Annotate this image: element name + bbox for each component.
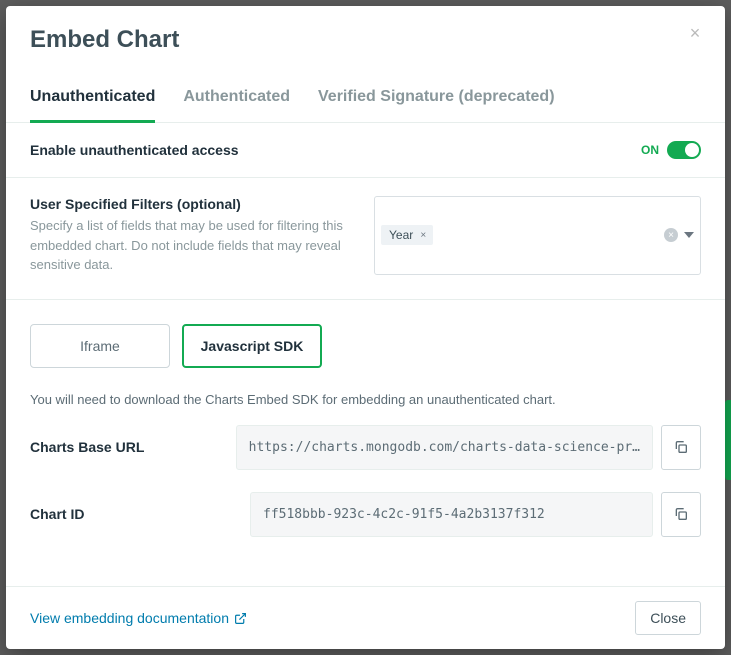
- base-url-value-wrap: https://charts.mongodb.com/charts-data-s…: [236, 425, 701, 470]
- copy-base-url-button[interactable]: [661, 425, 701, 470]
- chevron-down-icon[interactable]: [684, 232, 694, 238]
- chart-id-row: Chart ID ff518bbb-923c-4c2c-91f5-4a2b313…: [30, 492, 701, 537]
- mode-iframe-button[interactable]: Iframe: [30, 324, 170, 368]
- copy-icon: [673, 506, 689, 522]
- chip-remove-icon[interactable]: ×: [418, 230, 428, 240]
- enable-access-label: Enable unauthenticated access: [30, 142, 239, 158]
- clear-all-icon[interactable]: ×: [664, 228, 678, 242]
- filters-text: User Specified Filters (optional) Specif…: [30, 196, 350, 275]
- sdk-note: You will need to download the Charts Emb…: [30, 392, 701, 407]
- documentation-link[interactable]: View embedding documentation: [30, 610, 247, 626]
- filters-section: User Specified Filters (optional) Specif…: [6, 178, 725, 300]
- modal-footer: View embedding documentation Close: [6, 586, 725, 649]
- external-link-icon: [234, 612, 247, 625]
- close-button[interactable]: Close: [635, 601, 701, 635]
- toggle-wrap: ON: [641, 141, 701, 159]
- mode-sdk-button[interactable]: Javascript SDK: [182, 324, 322, 368]
- embed-chart-modal: Embed Chart × Unauthenticated Authentica…: [6, 6, 725, 649]
- filters-label: User Specified Filters (optional): [30, 196, 350, 212]
- modal-title: Embed Chart: [30, 26, 701, 54]
- tab-authenticated[interactable]: Authenticated: [183, 74, 290, 123]
- filters-description: Specify a list of fields that may be use…: [30, 216, 350, 275]
- chip-input-controls: ×: [664, 228, 694, 242]
- modal-body: Enable unauthenticated access ON User Sp…: [6, 123, 725, 586]
- tab-verified-signature[interactable]: Verified Signature (deprecated): [318, 74, 555, 123]
- access-section: Enable unauthenticated access ON: [6, 123, 725, 178]
- tabs: Unauthenticated Authenticated Verified S…: [6, 74, 725, 123]
- mode-section: Iframe Javascript SDK You will need to d…: [6, 300, 725, 537]
- toggle-state-text: ON: [641, 143, 659, 157]
- close-icon[interactable]: ×: [685, 24, 705, 44]
- copy-chart-id-button[interactable]: [661, 492, 701, 537]
- base-url-label: Charts Base URL: [30, 439, 236, 455]
- embed-mode-toggle: Iframe Javascript SDK: [30, 324, 701, 368]
- copy-icon: [673, 439, 689, 455]
- enable-access-toggle[interactable]: [667, 141, 701, 159]
- chart-id-value-wrap: ff518bbb-923c-4c2c-91f5-4a2b3137f312: [250, 492, 701, 537]
- tab-unauthenticated[interactable]: Unauthenticated: [30, 74, 155, 123]
- documentation-link-text: View embedding documentation: [30, 610, 229, 626]
- chart-id-label: Chart ID: [30, 506, 250, 522]
- modal-header: Embed Chart ×: [6, 6, 725, 74]
- base-url-row: Charts Base URL https://charts.mongodb.c…: [30, 425, 701, 470]
- filter-chip: Year ×: [381, 225, 433, 245]
- filter-chip-label: Year: [389, 228, 413, 242]
- filters-input[interactable]: Year × ×: [374, 196, 701, 275]
- background-accent-edge: [725, 400, 731, 480]
- chart-id-value[interactable]: ff518bbb-923c-4c2c-91f5-4a2b3137f312: [250, 492, 653, 537]
- base-url-value[interactable]: https://charts.mongodb.com/charts-data-s…: [236, 425, 653, 470]
